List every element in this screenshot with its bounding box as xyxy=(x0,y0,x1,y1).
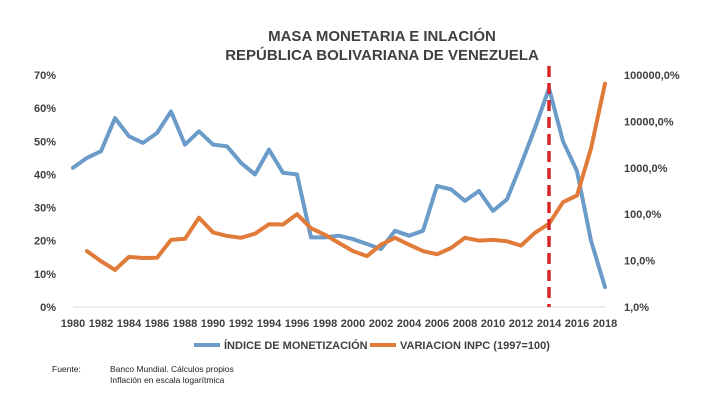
x-tick-label: 1980 xyxy=(61,318,85,330)
x-tick-label: 1984 xyxy=(117,318,142,330)
series-line-inpc xyxy=(85,81,607,272)
x-tick-label: 2006 xyxy=(425,318,449,330)
x-tick-label: 2014 xyxy=(537,318,562,330)
left-tick-label: 40% xyxy=(34,169,56,181)
right-tick-label: 10000,0% xyxy=(624,116,674,128)
right-tick-label: 1,0% xyxy=(624,302,649,314)
series-line-monetizacion xyxy=(71,86,607,290)
x-tick-label: 1990 xyxy=(201,318,225,330)
x-tick-label: 2004 xyxy=(397,318,422,330)
x-tick-label: 2008 xyxy=(453,318,477,330)
right-tick-label: 100000,0% xyxy=(624,70,680,82)
source-label: Fuente: xyxy=(52,364,81,374)
x-tick-label: 2002 xyxy=(369,318,393,330)
plot-area xyxy=(71,81,607,290)
x-tick-label: 2000 xyxy=(341,318,365,330)
x-tick-label: 1994 xyxy=(257,318,282,330)
left-tick-label: 10% xyxy=(34,269,56,281)
footer-note: Fuente: Banco Mundial. Cálculos propios … xyxy=(52,364,234,385)
right-tick-label: 100,0% xyxy=(624,209,662,221)
left-tick-label: 20% xyxy=(34,236,56,248)
right-tick-label: 10,0% xyxy=(624,256,655,268)
x-tick-label: 2018 xyxy=(593,318,617,330)
left-tick-label: 70% xyxy=(34,70,56,82)
right-axis: 1,0% 10,0% 100,0% 1000,0% 10000,0% 100000,0% xyxy=(624,70,680,314)
left-tick-label: 60% xyxy=(34,103,56,115)
x-tick-label: 1986 xyxy=(145,318,169,330)
left-axis: 0% 10% 20% 30% 40% 50% 60% 70% xyxy=(34,70,56,314)
x-tick-label: 1996 xyxy=(285,318,309,330)
legend-label-monetizacion: ÍNDICE DE MONETIZACIÓN xyxy=(224,339,368,352)
left-tick-label: 30% xyxy=(34,203,56,215)
x-tick-label: 1992 xyxy=(229,318,253,330)
source-line-1: Banco Mundial. Cálculos propios xyxy=(110,364,234,374)
chart-subtitle: REPÚBLICA BOLIVARIANA DE VENEZUELA xyxy=(225,46,539,64)
x-tick-label: 2016 xyxy=(565,318,589,330)
legend: ÍNDICE DE MONETIZACIÓN VARIACION INPC (1… xyxy=(194,339,550,352)
x-tick-label: 2012 xyxy=(509,318,533,330)
left-tick-label: 50% xyxy=(34,136,56,148)
x-tick-label: 2010 xyxy=(481,318,505,330)
x-tick-label: 1982 xyxy=(89,318,113,330)
left-tick-label: 0% xyxy=(40,302,56,314)
legend-label-inpc: VARIACION INPC (1997=100) xyxy=(400,340,550,352)
source-line-2: Inflación en escala logarítmica xyxy=(110,375,225,385)
x-tick-label: 1998 xyxy=(313,318,337,330)
right-tick-label: 1000,0% xyxy=(624,163,668,175)
x-axis: 1980 1982 1984 1986 1988 1990 1992 1994 1996 1998… xyxy=(61,318,617,330)
x-tick-label: 1988 xyxy=(173,318,197,330)
chart-title: MASA MONETARIA E INLACIÓN xyxy=(268,27,496,45)
